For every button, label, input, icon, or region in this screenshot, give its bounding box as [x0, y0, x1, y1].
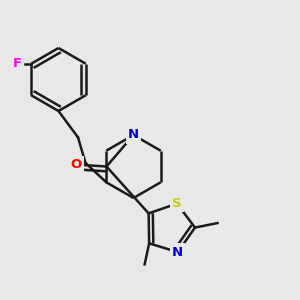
Text: N: N: [128, 128, 139, 142]
Text: O: O: [71, 158, 82, 172]
Text: F: F: [12, 57, 21, 70]
Text: N: N: [172, 246, 183, 259]
Text: S: S: [172, 197, 182, 210]
